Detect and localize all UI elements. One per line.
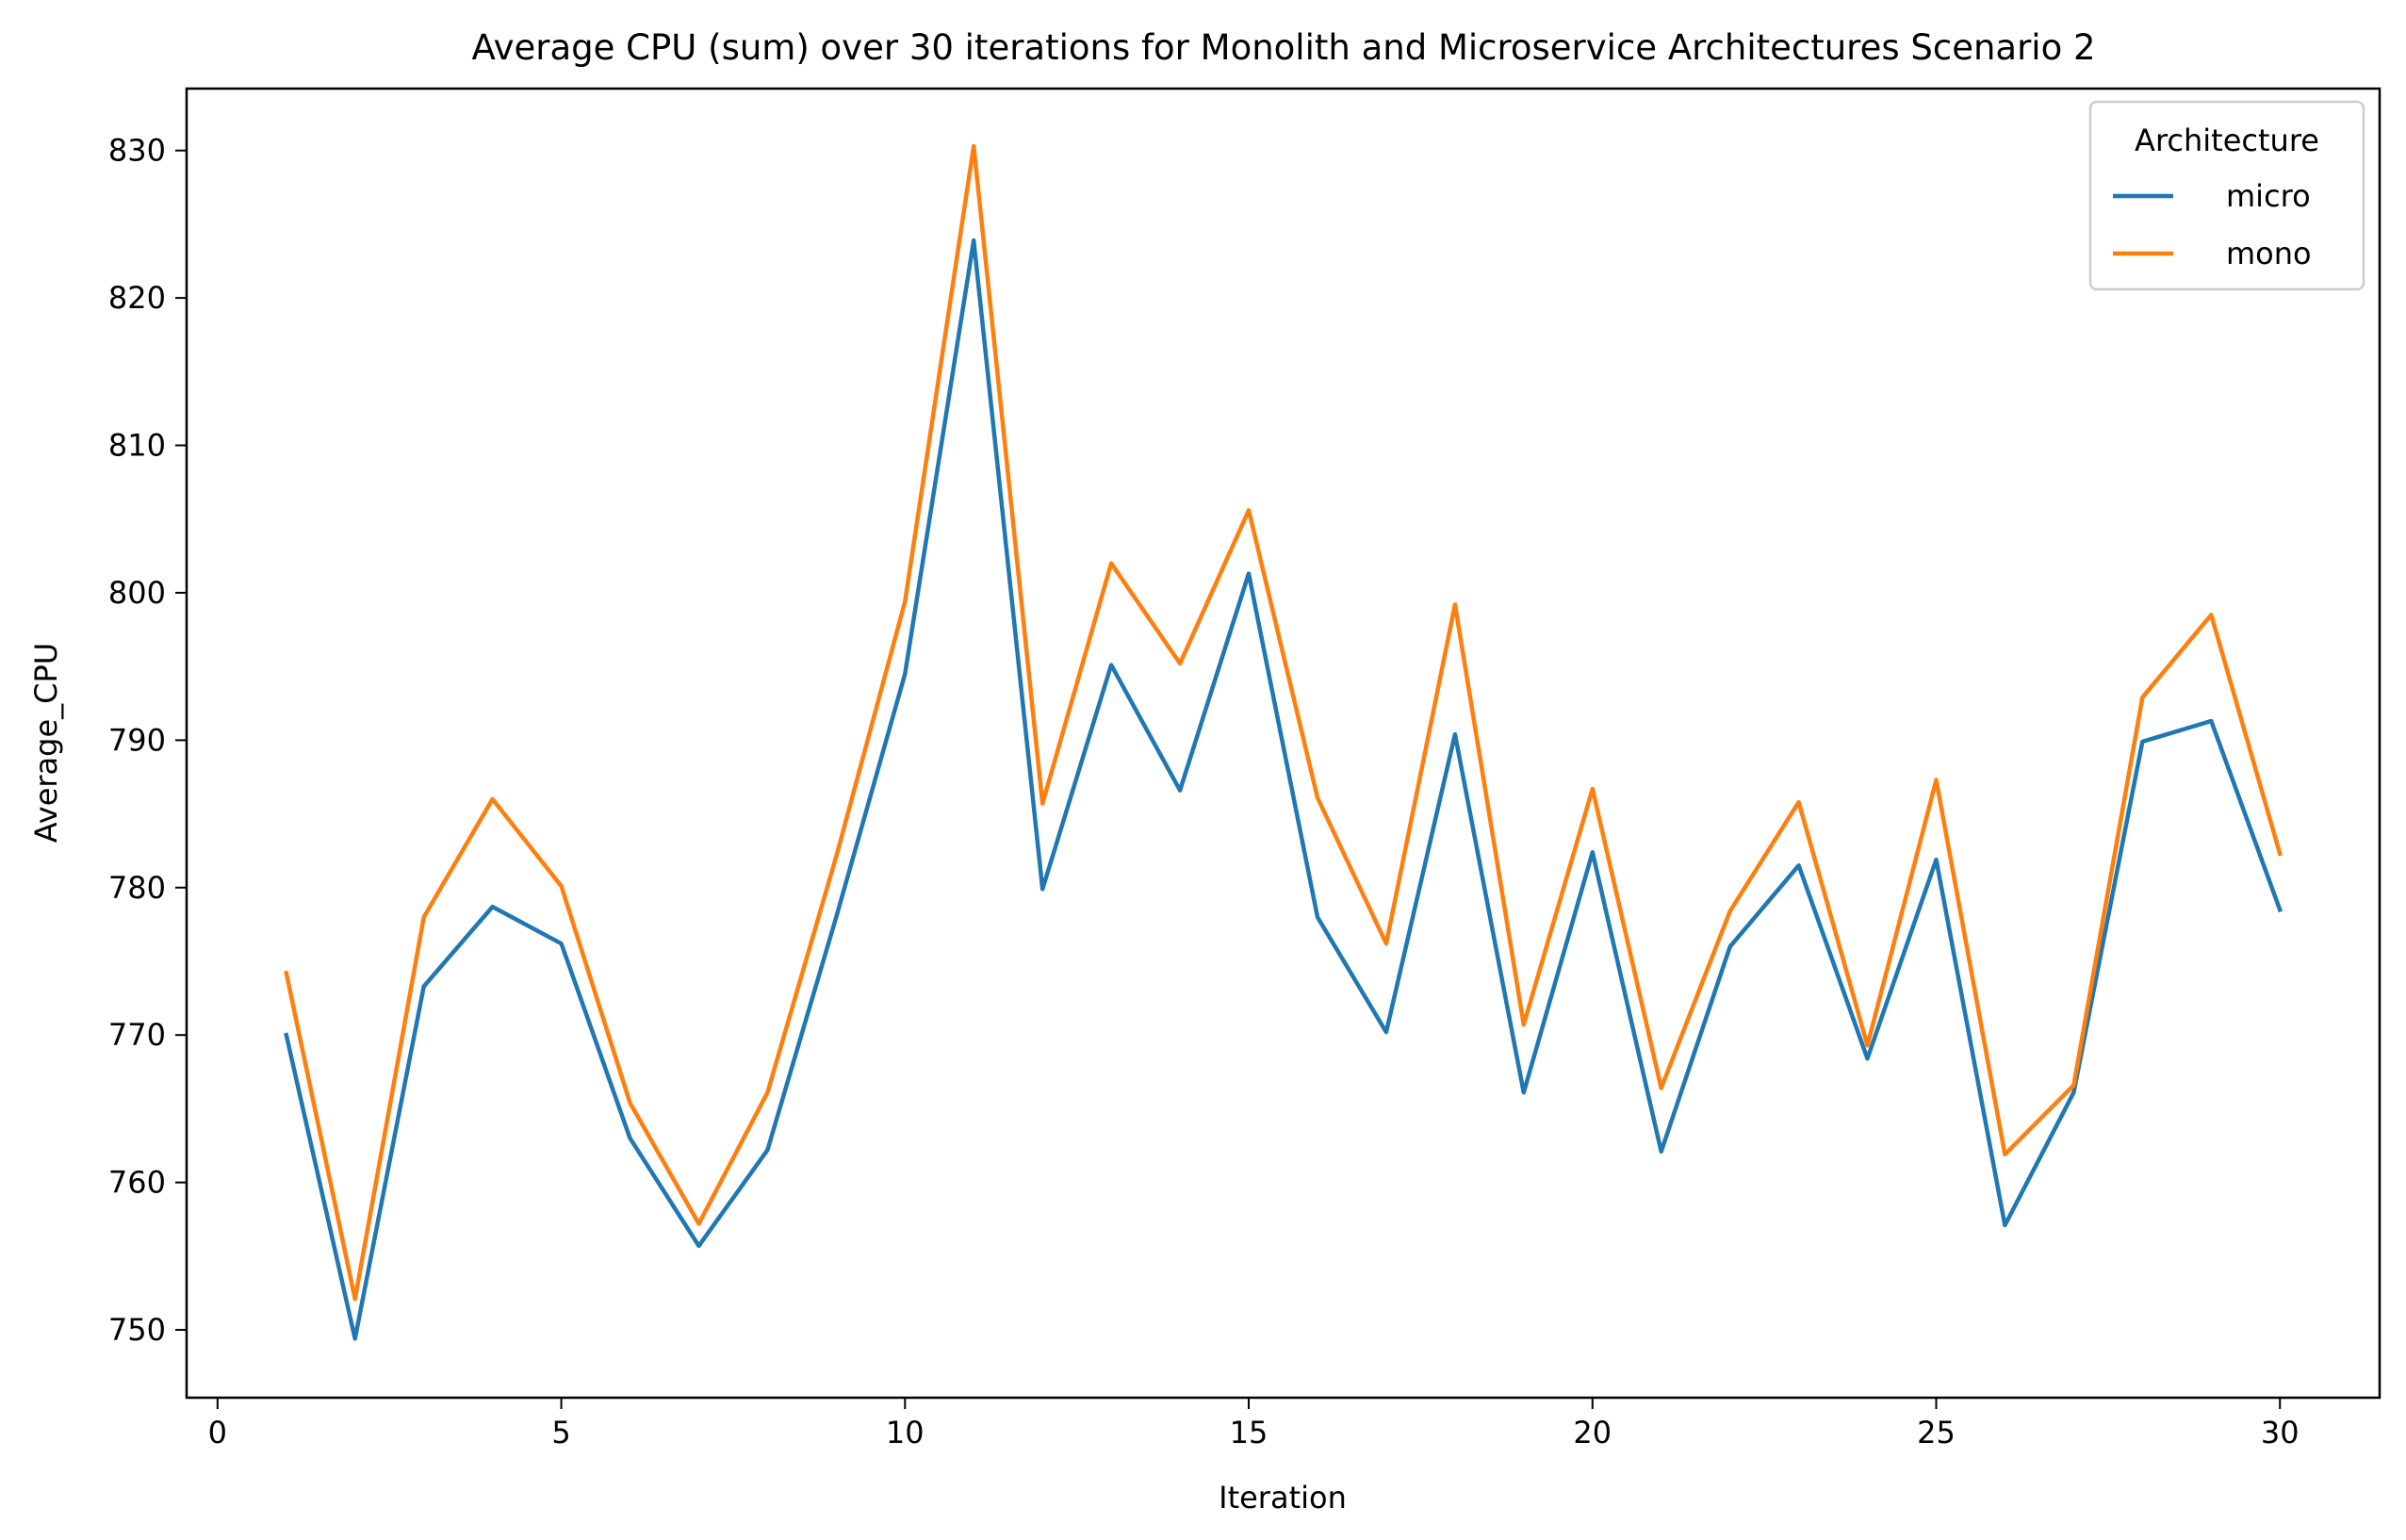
plot-frame	[185, 87, 2381, 1400]
chart-title: Average CPU (sum) over 30 iterations for…	[471, 27, 2095, 68]
x-tick-label: 20	[1573, 1415, 1612, 1450]
y-tick-label: 790	[108, 722, 166, 758]
series-line-micro	[284, 238, 2283, 1341]
y-axis-label: Average_CPU	[28, 643, 64, 843]
x-tick-label: 30	[2261, 1415, 2300, 1450]
series-lines	[284, 143, 2283, 1341]
x-tick-label: 0	[208, 1415, 227, 1450]
x-tick-label: 10	[886, 1415, 925, 1450]
axis-ticks: 0 5 10 15 20 25 30 750 760 770 780 790 800 810 820 830	[108, 133, 2300, 1450]
x-tick-label: 25	[1917, 1415, 1956, 1450]
series-line-mono	[284, 143, 2283, 1302]
x-tick-label: 15	[1230, 1415, 1268, 1450]
y-tick-label: 760	[108, 1165, 166, 1201]
y-tick-label: 770	[108, 1017, 166, 1053]
legend-label-mono: mono	[2226, 236, 2312, 271]
legend-box	[2088, 100, 2365, 291]
legend: Architecture micro mono	[2088, 100, 2365, 291]
legend-title: Architecture	[2135, 123, 2319, 158]
y-tick-label: 780	[108, 870, 166, 906]
legend-label-micro: micro	[2226, 178, 2311, 214]
y-tick-label: 810	[108, 428, 166, 464]
y-tick-label: 820	[108, 280, 166, 316]
y-tick-label: 750	[108, 1312, 166, 1348]
x-axis-label: Iteration	[1219, 1480, 1347, 1515]
x-tick-label: 5	[551, 1415, 570, 1450]
y-tick-label: 830	[108, 133, 166, 169]
y-tick-label: 800	[108, 575, 166, 611]
